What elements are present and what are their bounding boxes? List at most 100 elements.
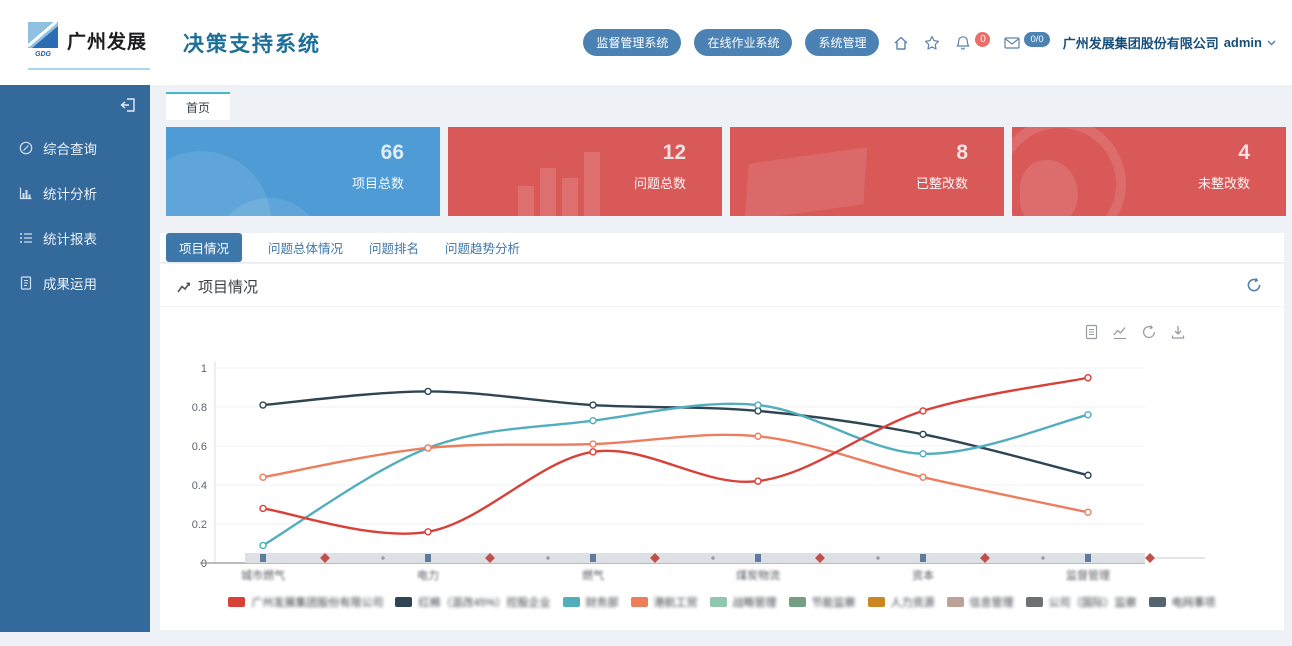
restore-icon[interactable] xyxy=(1141,324,1157,340)
legend-label: 港航工贸 xyxy=(653,597,698,609)
user-menu[interactable]: 广州发展集团股份有限公司 admin xyxy=(1063,33,1276,52)
svg-text:0.8: 0.8 xyxy=(192,402,207,414)
svg-text:1: 1 xyxy=(201,363,207,375)
home-icon[interactable] xyxy=(892,34,910,52)
card-not-rectified[interactable]: 4 未整改数 xyxy=(1012,127,1286,216)
card-label: 项目总数 xyxy=(351,176,404,191)
messages-mail[interactable]: 0/0 xyxy=(1003,32,1050,52)
legend-swatch xyxy=(867,597,885,607)
sidebar-item-comprehensive-query[interactable]: 综合查询 xyxy=(0,125,150,170)
compass-icon xyxy=(19,141,33,154)
legend-item[interactable]: 广州发展集团股份有限公司 xyxy=(228,594,383,610)
globe-watermark xyxy=(1012,127,1126,216)
notification-count-badge: 0 xyxy=(975,32,991,47)
legend-label: 人力资源 xyxy=(890,597,935,609)
notifications-bell[interactable]: 0 xyxy=(954,32,991,52)
svg-text:煤炭物流: 煤炭物流 xyxy=(736,568,780,582)
legend-label: 战略管理 xyxy=(732,597,777,609)
series-line xyxy=(261,390,1090,477)
legend-swatch xyxy=(788,597,806,607)
tab-project-status[interactable]: 项目情况 xyxy=(166,233,243,262)
svg-text:资本: 资本 xyxy=(912,568,934,582)
legend-item[interactable]: 红棉（混改45%）控股企业 xyxy=(395,594,551,610)
legend-swatch xyxy=(946,597,964,607)
legend-item[interactable]: 战略管理 xyxy=(709,594,777,610)
sidebar-item-label: 统计分析 xyxy=(43,186,97,202)
card-value: 66 xyxy=(380,141,404,164)
legend-item[interactable]: 财务部 xyxy=(562,594,619,610)
card-total-problems[interactable]: 12 问题总数 xyxy=(448,127,722,216)
supervision-system-button[interactable]: 监督管理系统 xyxy=(583,29,682,56)
card-value: 4 xyxy=(1238,141,1250,164)
legend-swatch xyxy=(1148,597,1166,607)
legend-label: 公司（国际）监察 xyxy=(1048,597,1137,609)
legend-item[interactable]: 人力资源 xyxy=(867,594,935,610)
legend-label: 信息管理 xyxy=(969,597,1014,609)
chart-toolbox xyxy=(1084,324,1186,340)
data-zoom-slider[interactable] xyxy=(245,553,1145,563)
legend-item[interactable]: 电网事项 xyxy=(1148,594,1216,610)
logo-sub-text: GDG xyxy=(35,51,51,58)
card-rectified[interactable]: 8 已整改数 xyxy=(730,127,1004,216)
legend-item[interactable]: 信息管理 xyxy=(946,594,1014,610)
legend-label: 财务部 xyxy=(585,597,619,609)
data-view-icon[interactable] xyxy=(1084,324,1099,340)
svg-text:0: 0 xyxy=(201,558,207,570)
svg-text:0.6: 0.6 xyxy=(192,441,207,453)
online-operation-system-button[interactable]: 在线作业系统 xyxy=(694,29,793,56)
gdg-logo-icon: GDG xyxy=(27,20,58,58)
chart-type-line-icon[interactable] xyxy=(1112,324,1128,340)
legend-item[interactable]: 节能监察 xyxy=(788,594,856,610)
section-tabs: 项目情况 问题总体情况 问题排名 问题趋势分析 xyxy=(160,233,1284,263)
svg-text:0.4: 0.4 xyxy=(192,480,207,492)
tab-home[interactable]: 首页 xyxy=(166,92,230,120)
legend-label: 节能监察 xyxy=(811,597,856,609)
bar-chart-icon xyxy=(19,187,32,199)
chart-legend: 广州发展集团股份有限公司 红棉（混改45%）控股企业 财务部 港航工贸 战略管理… xyxy=(160,594,1284,610)
system-management-button[interactable]: 系统管理 xyxy=(805,29,880,56)
bell-icon xyxy=(957,35,970,50)
panel-header: 项目情况 xyxy=(160,264,1284,307)
bar-chart-watermark xyxy=(518,152,600,216)
tab-problem-overview[interactable]: 问题总体情况 xyxy=(268,242,344,256)
svg-text:燃气: 燃气 xyxy=(582,568,604,582)
series-line xyxy=(261,433,1090,514)
sidebar-collapse-button[interactable] xyxy=(118,95,138,120)
sidebar-item-label: 综合查询 xyxy=(43,141,97,157)
line-chart: 1 0.8 0.6 0.4 0.2 0 城市燃气 电力 燃气 煤炭物流 资本 监督管理 xyxy=(192,362,1205,582)
legend-item[interactable]: 公司（国际）监察 xyxy=(1025,594,1137,610)
legend-swatch xyxy=(395,597,413,607)
card-label: 已整改数 xyxy=(915,176,968,191)
envelope-icon xyxy=(1004,36,1021,49)
company-name: 广州发展集团股份有限公司 xyxy=(1062,36,1219,51)
legend-swatch xyxy=(562,597,580,607)
download-image-icon[interactable] xyxy=(1170,324,1186,340)
series-line xyxy=(261,376,1090,535)
logo-text: 广州发展 xyxy=(67,31,148,53)
sidebar-item-statistical-reports[interactable]: 统计报表 xyxy=(0,215,150,260)
sidebar-item-results-application[interactable]: 成果运用 xyxy=(0,260,150,305)
sidebar-menu: 综合查询 统计分析 统计报表 成果运用 xyxy=(0,125,150,305)
collapse-exit-icon xyxy=(120,98,135,112)
legend-swatch xyxy=(228,597,246,607)
tab-problem-trend-analysis[interactable]: 问题趋势分析 xyxy=(445,242,521,256)
legend-swatch xyxy=(709,597,727,607)
card-total-projects[interactable]: 66 项目总数 xyxy=(166,127,440,216)
logo: GDG 广州发展 xyxy=(27,20,148,58)
legend-item[interactable]: 港航工贸 xyxy=(630,594,698,610)
svg-text:电力: 电力 xyxy=(417,569,439,582)
card-value: 12 xyxy=(662,141,686,164)
legend-swatch xyxy=(630,597,648,607)
app-title: 决策支持系统 xyxy=(183,33,321,56)
sidebar: 综合查询 统计分析 统计报表 成果运用 xyxy=(0,85,150,632)
favorites-star-icon[interactable] xyxy=(923,34,941,52)
svg-text:0.2: 0.2 xyxy=(192,519,207,531)
message-count-badge: 0/0 xyxy=(1024,32,1050,47)
svg-text:监督管理: 监督管理 xyxy=(1066,568,1110,582)
sidebar-item-statistical-analysis[interactable]: 统计分析 xyxy=(0,170,150,215)
top-header: GDG 广州发展 决策支持系统 监督管理系统 在线作业系统 系统管理 0 0/0… xyxy=(0,0,1292,85)
sidebar-item-label: 成果运用 xyxy=(43,276,97,292)
tab-problem-ranking[interactable]: 问题排名 xyxy=(369,242,420,256)
username: admin xyxy=(1223,35,1262,50)
refresh-icon[interactable] xyxy=(1246,277,1262,298)
